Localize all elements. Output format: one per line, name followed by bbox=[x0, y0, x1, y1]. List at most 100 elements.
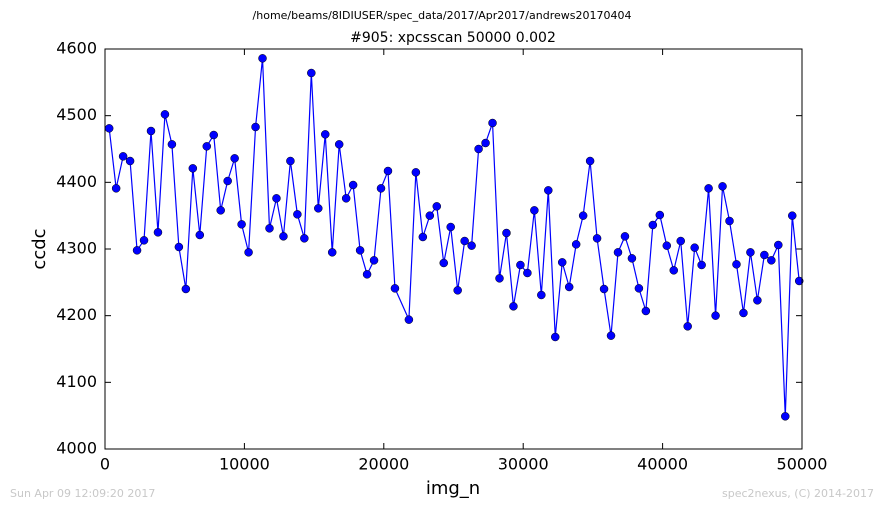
data-point bbox=[446, 222, 455, 232]
data-point bbox=[634, 284, 644, 293]
data-point bbox=[551, 332, 560, 342]
data-point bbox=[627, 254, 637, 263]
data-point bbox=[794, 276, 804, 286]
data-point bbox=[300, 234, 309, 243]
data-point bbox=[327, 248, 337, 257]
data-point bbox=[265, 224, 274, 233]
data-point bbox=[223, 176, 232, 186]
data-point bbox=[537, 290, 546, 300]
data-point bbox=[676, 236, 685, 246]
data-point bbox=[655, 210, 665, 220]
data-point bbox=[760, 250, 769, 260]
data-point bbox=[718, 182, 727, 191]
data-point bbox=[334, 140, 344, 149]
data-point bbox=[467, 241, 476, 250]
y-tick-label: 4100 bbox=[56, 372, 97, 391]
data-point bbox=[460, 236, 469, 246]
data-point bbox=[160, 110, 170, 119]
data-point bbox=[753, 296, 762, 305]
data-point bbox=[453, 286, 462, 295]
data-point bbox=[341, 194, 351, 203]
data-point bbox=[104, 124, 114, 133]
x-axis-label: img_n bbox=[426, 478, 480, 499]
data-point bbox=[209, 130, 218, 140]
data-point bbox=[272, 194, 281, 203]
data-point bbox=[725, 216, 734, 226]
data-point bbox=[439, 258, 448, 268]
data-point bbox=[132, 246, 142, 255]
y-tick-label: 4200 bbox=[56, 305, 97, 324]
data-point bbox=[606, 331, 616, 340]
data-point bbox=[571, 240, 581, 249]
data-point bbox=[355, 246, 365, 255]
data-point bbox=[293, 210, 302, 219]
data-point bbox=[544, 186, 553, 195]
data-point bbox=[258, 54, 267, 63]
data-point bbox=[369, 256, 379, 265]
data-point bbox=[376, 184, 386, 193]
chart-title: #905: xpcsscan 50000 0.002 bbox=[350, 30, 556, 46]
data-point bbox=[146, 126, 156, 136]
data-point bbox=[774, 240, 783, 250]
x-tick-label: 20000 bbox=[358, 455, 409, 474]
y-tick-label: 4000 bbox=[56, 439, 97, 458]
data-point bbox=[481, 138, 490, 148]
data-point bbox=[174, 242, 184, 252]
x-tick-label: 10000 bbox=[219, 455, 270, 474]
data-point bbox=[613, 248, 623, 257]
y-tick-label: 4300 bbox=[56, 239, 97, 258]
data-point bbox=[202, 142, 212, 151]
data-point bbox=[390, 284, 400, 293]
data-point bbox=[474, 144, 483, 154]
suptitle: /home/beams/8IDIUSER/spec_data/2017/Apr2… bbox=[253, 9, 632, 22]
data-point bbox=[578, 211, 588, 220]
data-point bbox=[230, 154, 239, 163]
data-point bbox=[697, 260, 706, 270]
data-point bbox=[314, 204, 323, 213]
data-point bbox=[641, 306, 651, 316]
data-point bbox=[111, 184, 121, 193]
x-tick-label: 40000 bbox=[637, 455, 688, 474]
data-point bbox=[195, 230, 205, 240]
data-point bbox=[418, 232, 428, 242]
data-point bbox=[495, 274, 504, 283]
data-point bbox=[781, 412, 790, 421]
x-tick-label: 0 bbox=[100, 455, 110, 474]
data-point bbox=[592, 234, 602, 243]
footer-right: spec2nexus, (C) 2014-2017 bbox=[722, 487, 874, 500]
data-point bbox=[585, 156, 595, 166]
data-point bbox=[125, 156, 135, 166]
y-tick-label: 4500 bbox=[56, 105, 97, 124]
data-point bbox=[516, 260, 525, 270]
data-point bbox=[711, 311, 720, 320]
footer-left: Sun Apr 09 12:09:20 2017 bbox=[10, 487, 155, 500]
data-point bbox=[167, 140, 177, 149]
data-point bbox=[321, 130, 330, 139]
data-point bbox=[704, 184, 713, 193]
data-point bbox=[767, 256, 776, 265]
x-tick-label: 50000 bbox=[777, 455, 828, 474]
data-point bbox=[411, 168, 421, 177]
data-point bbox=[244, 248, 253, 257]
plot-frame bbox=[104, 48, 803, 450]
data-point bbox=[251, 122, 260, 132]
data-point bbox=[383, 166, 393, 176]
data-point bbox=[139, 236, 149, 245]
data-point bbox=[530, 206, 539, 215]
data-point bbox=[620, 232, 630, 241]
data-point bbox=[669, 266, 679, 275]
data-point bbox=[181, 284, 191, 294]
data-point bbox=[118, 152, 128, 161]
data-point bbox=[746, 248, 755, 257]
y-tick-label: 4600 bbox=[56, 39, 97, 58]
y-axis-label: ccdc bbox=[29, 228, 50, 269]
data-point bbox=[523, 268, 532, 278]
data-point bbox=[662, 241, 672, 250]
data-point bbox=[488, 118, 497, 128]
data-point bbox=[425, 211, 435, 220]
data-point bbox=[188, 164, 198, 173]
data-point bbox=[690, 243, 699, 252]
data-point bbox=[348, 180, 358, 190]
series-line bbox=[108, 58, 800, 417]
